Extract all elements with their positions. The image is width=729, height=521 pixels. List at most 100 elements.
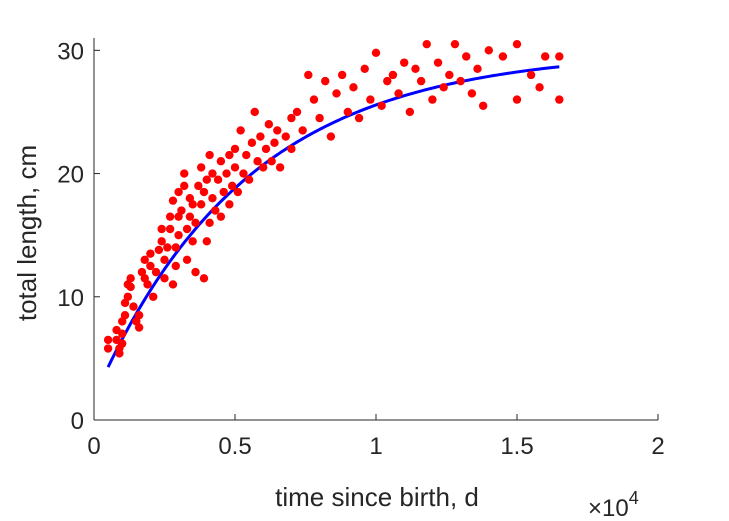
data-point (202, 175, 211, 184)
data-point (134, 311, 144, 320)
data-point (191, 218, 200, 228)
data-point (416, 76, 426, 86)
data-point (225, 200, 234, 209)
data-point (247, 138, 257, 147)
data-point (160, 255, 169, 265)
x-exponent-base: ×10 (588, 495, 629, 521)
data-point (450, 39, 460, 49)
data-point (194, 181, 203, 191)
data-point (180, 181, 189, 191)
data-point (134, 323, 144, 332)
data-point (126, 282, 135, 292)
data-point (287, 144, 296, 154)
data-point (281, 132, 290, 141)
data-point (555, 52, 564, 61)
data-point (129, 302, 138, 311)
data-point (230, 144, 240, 154)
y-axis-label: total length, cm (12, 145, 42, 321)
data-point (244, 175, 254, 184)
data-point (213, 175, 223, 184)
data-point (236, 126, 245, 135)
data-point (163, 243, 172, 252)
data-point (275, 163, 285, 172)
data-point (185, 212, 195, 221)
data-point (270, 138, 279, 147)
data-point (230, 163, 240, 172)
data-point (332, 89, 341, 98)
data-point (462, 52, 471, 61)
data-point (337, 70, 347, 80)
data-point (349, 83, 358, 92)
data-point (456, 76, 465, 86)
data-point (242, 150, 251, 160)
data-point (180, 169, 189, 178)
y-tick-label: 30 (57, 38, 84, 65)
data-point (157, 224, 166, 234)
x-axis-label: time since birth, d (275, 482, 479, 512)
data-point (174, 187, 183, 197)
x-tick-label: 1.5 (500, 433, 533, 460)
data-point (259, 163, 268, 172)
y-tick-label: 0 (71, 408, 84, 435)
data-point (222, 169, 231, 178)
data-point (388, 70, 398, 80)
data-point (273, 126, 282, 135)
data-point (467, 89, 477, 98)
data-point (411, 64, 420, 74)
data-point (191, 267, 200, 277)
data-point (400, 58, 409, 67)
data-point (165, 224, 175, 234)
data-point (146, 261, 155, 271)
data-point (140, 255, 149, 265)
data-point (182, 255, 192, 265)
data-point (151, 267, 161, 277)
data-point (188, 200, 197, 209)
data-point (120, 311, 130, 320)
data-point (309, 95, 319, 104)
data-point (292, 107, 302, 117)
data-point (196, 163, 206, 172)
x-tick-label: 0.5 (218, 433, 251, 460)
data-point (484, 46, 493, 55)
data-point (371, 48, 381, 57)
data-point (535, 83, 544, 92)
data-point (498, 52, 508, 61)
data-point (199, 274, 209, 283)
data-point (321, 76, 330, 86)
data-point (394, 89, 403, 98)
data-point (264, 120, 274, 129)
data-point (343, 107, 352, 117)
data-point (216, 212, 226, 221)
data-point (160, 274, 169, 283)
data-point (126, 274, 135, 283)
data-point (168, 196, 178, 205)
data-point (171, 243, 180, 252)
data-point (253, 157, 262, 166)
data-point (171, 261, 180, 271)
data-point (165, 212, 175, 221)
data-point (103, 344, 113, 353)
data-point (202, 237, 211, 246)
data-point (354, 113, 364, 123)
data-point (250, 107, 259, 117)
data-point (428, 95, 437, 104)
data-point (225, 150, 234, 160)
data-point (157, 237, 166, 246)
data-point (123, 292, 133, 301)
data-point (208, 193, 217, 203)
data-point (366, 95, 375, 104)
data-point (208, 169, 217, 178)
x-exponent-power: 4 (629, 488, 639, 508)
data-point (103, 335, 113, 345)
data-point (118, 339, 127, 348)
data-point (211, 206, 220, 215)
data-point (315, 113, 324, 123)
data-point (267, 157, 276, 166)
data-point (239, 169, 248, 178)
data-point (233, 187, 243, 197)
fit-curve-layer (106, 65, 560, 368)
data-point (478, 101, 488, 110)
data-point (168, 280, 178, 289)
